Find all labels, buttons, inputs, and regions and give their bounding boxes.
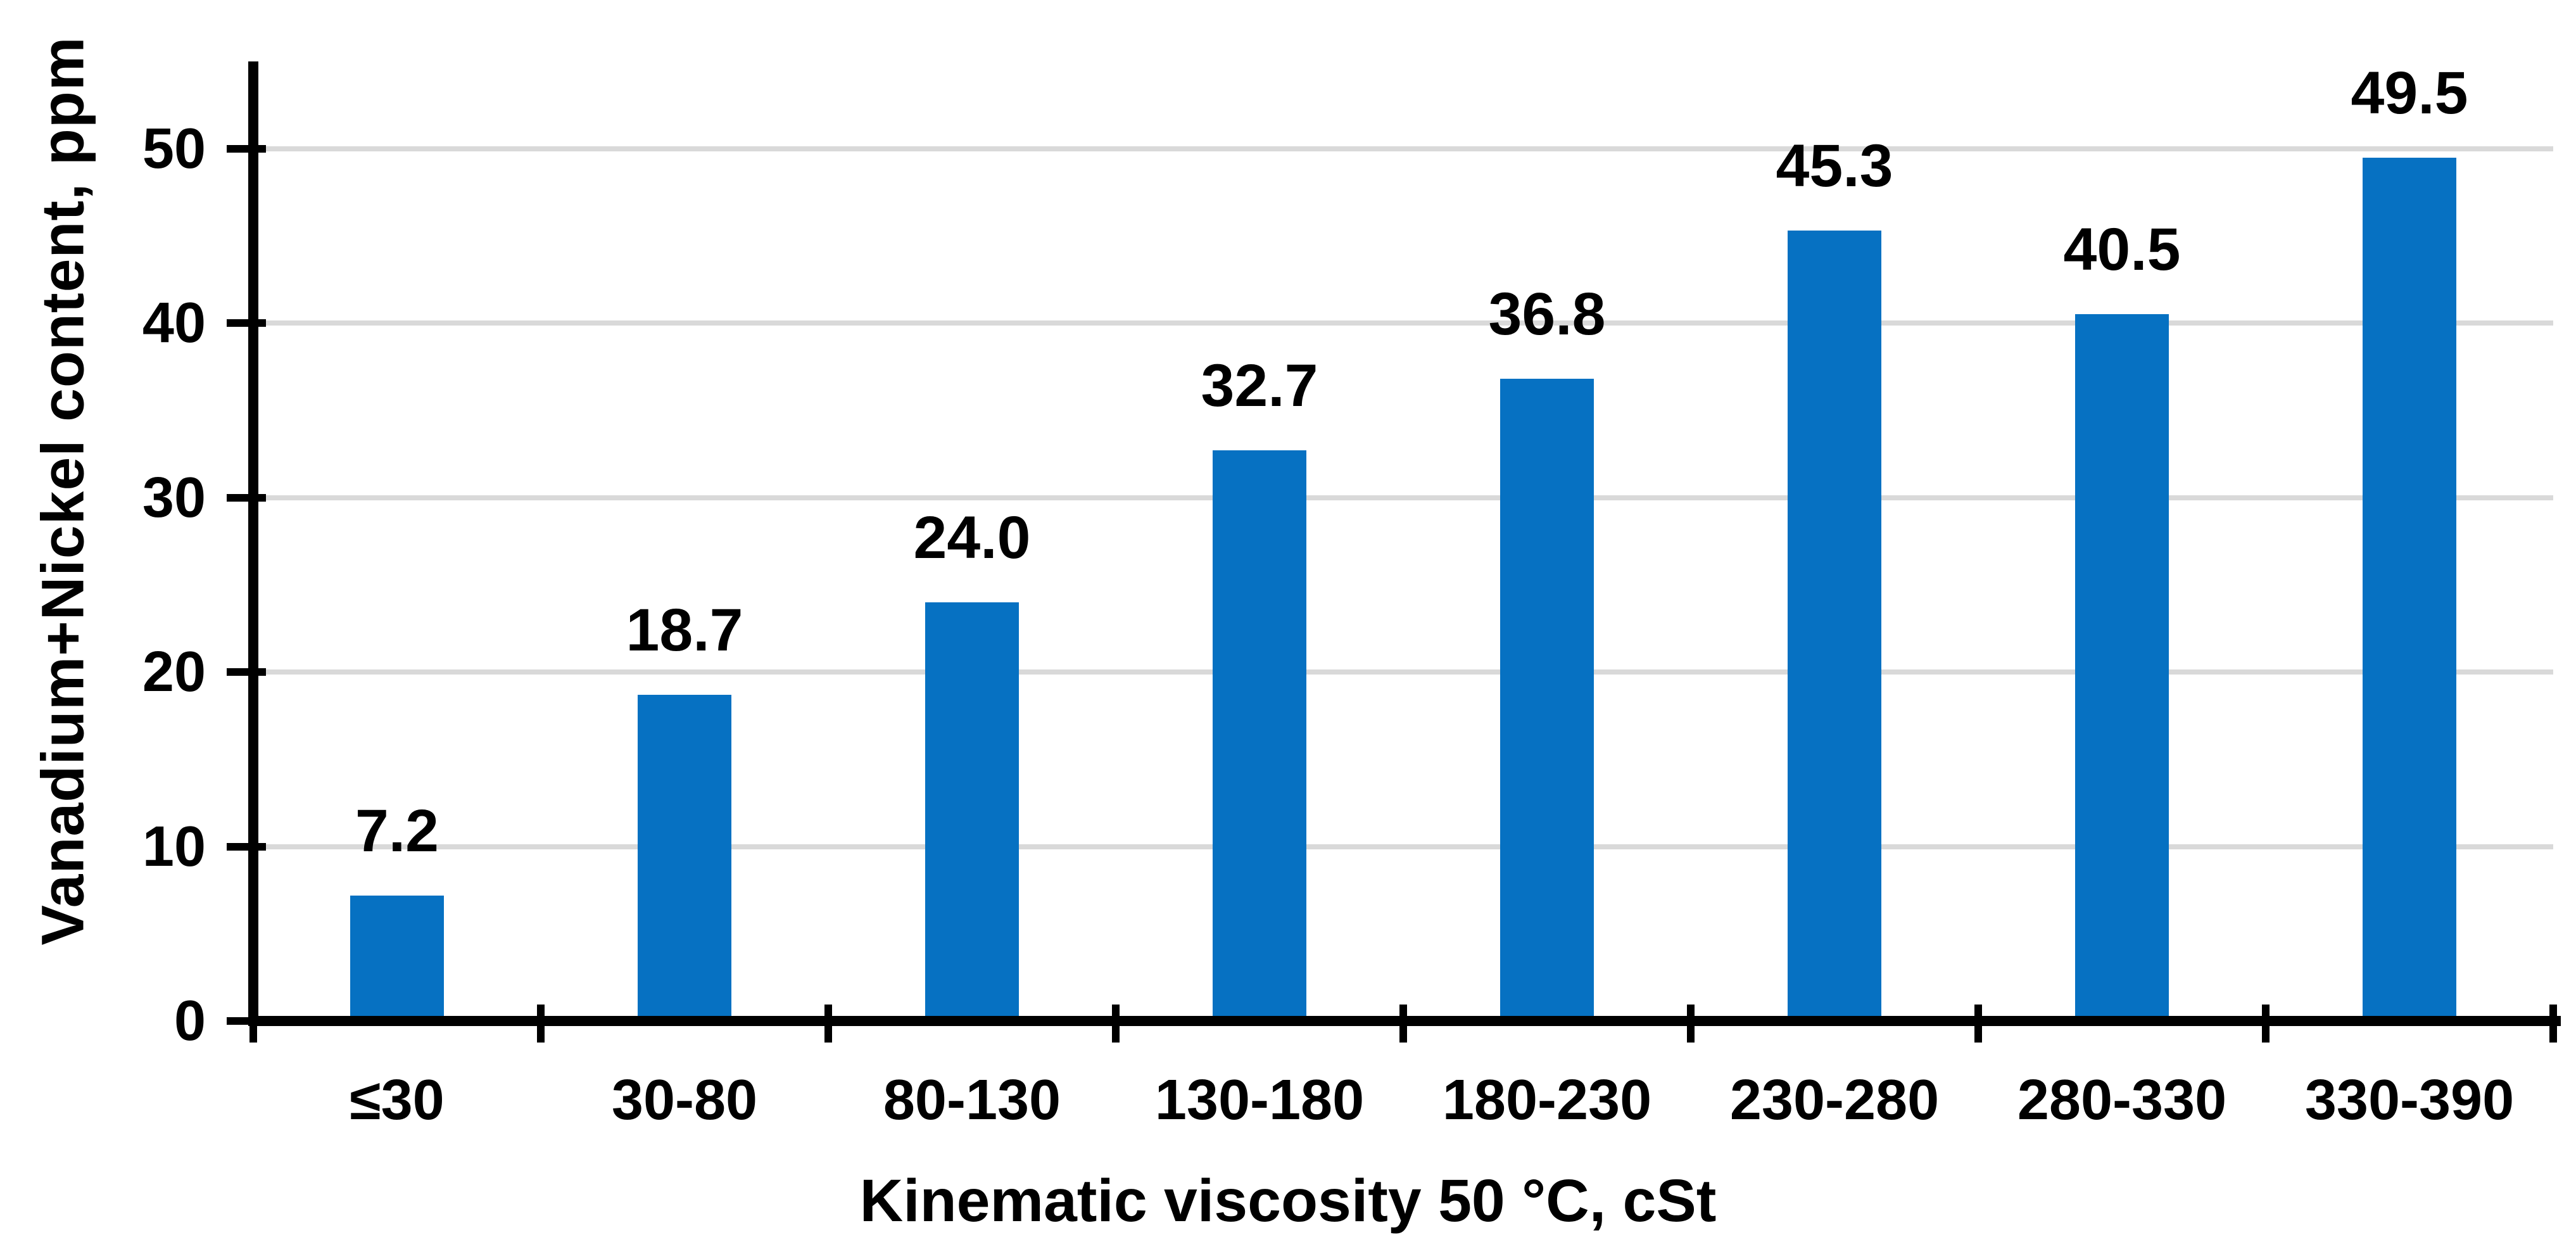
bar: [925, 602, 1019, 1021]
bar-value-label: 49.5: [2351, 60, 2468, 127]
bar-value-label: 40.5: [2063, 216, 2181, 283]
y-tick-mark: [227, 494, 266, 502]
gridline: [253, 669, 2553, 675]
category-label: 230-280: [1729, 1068, 1940, 1132]
bar: [1500, 379, 1594, 1021]
category-label: 30-80: [611, 1068, 758, 1132]
bar-value-label: 32.7: [1201, 352, 1318, 419]
bar: [1788, 231, 1881, 1021]
x-tick-mark: [1112, 1005, 1120, 1043]
y-tick-mark: [227, 319, 266, 327]
y-tick-mark: [227, 843, 266, 851]
bar: [1213, 450, 1306, 1021]
x-tick-mark: [537, 1005, 545, 1043]
bar-value-label: 36.8: [1488, 281, 1606, 348]
y-tick-mark: [227, 668, 266, 676]
bar-value-label: 18.7: [626, 597, 743, 664]
x-tick-mark: [249, 1005, 257, 1043]
category-label: 280-330: [2017, 1068, 2227, 1132]
y-tick-label: 50: [142, 117, 206, 181]
bar-value-label: 24.0: [913, 504, 1031, 571]
y-tick-label: 0: [174, 989, 206, 1053]
category-label: 180-230: [1442, 1068, 1652, 1132]
x-tick-mark: [824, 1005, 832, 1043]
gridline: [253, 320, 2553, 326]
bar: [2363, 158, 2456, 1022]
category-label: 80-130: [883, 1068, 1061, 1132]
y-tick-label: 30: [142, 466, 206, 529]
bar-value-label: 45.3: [1776, 132, 1893, 200]
bar: [350, 896, 444, 1021]
x-tick-mark: [1974, 1005, 1982, 1043]
x-axis-title: Kinematic viscosity 50 °C, cSt: [859, 1167, 1717, 1234]
bar: [2075, 314, 2169, 1021]
x-tick-mark: [1687, 1005, 1695, 1043]
x-tick-mark: [1399, 1005, 1407, 1043]
x-tick-mark: [2262, 1005, 2270, 1043]
gridline: [253, 844, 2553, 849]
category-label: ≤30: [350, 1068, 445, 1132]
gridline: [253, 495, 2553, 500]
y-axis-line: [248, 61, 258, 1026]
y-tick-label: 40: [142, 291, 206, 355]
gridline: [253, 146, 2553, 151]
category-label: 330-390: [2304, 1068, 2515, 1132]
y-tick-mark: [227, 145, 266, 153]
x-tick-mark: [2549, 1005, 2557, 1043]
y-tick-mark: [227, 1017, 266, 1025]
y-tick-label: 10: [142, 815, 206, 878]
bar-value-label: 7.2: [355, 797, 439, 865]
y-tick-label: 20: [142, 640, 206, 704]
bar: [638, 695, 731, 1021]
category-label: 130-180: [1154, 1068, 1365, 1132]
